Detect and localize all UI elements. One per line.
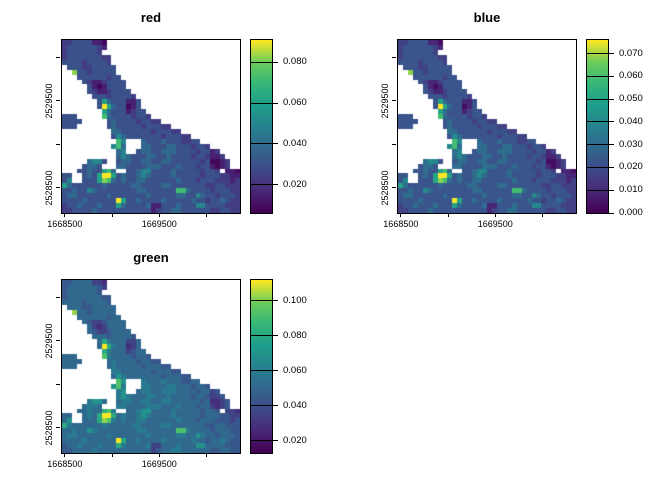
legend-tick-label: 0.060 xyxy=(283,364,307,376)
legend-gradient-blue xyxy=(587,40,608,213)
y-axis-tick-label: 2529500 xyxy=(380,83,390,119)
x-axis-tick xyxy=(447,213,449,217)
x-axis-tick-label: 1669500 xyxy=(477,219,513,229)
legend-tick-label: 0.060 xyxy=(619,70,643,82)
x-axis-tick xyxy=(205,213,207,217)
x-axis-tick-label: 1668500 xyxy=(383,219,419,229)
y-axis-tick-label: 2528500 xyxy=(380,170,390,206)
legend-tick-label: 0.030 xyxy=(619,138,643,150)
legend-tick xyxy=(587,75,614,77)
legend-tick-label: 0.040 xyxy=(283,399,307,411)
legend-tick-label: 0.020 xyxy=(619,161,643,173)
legend-tick xyxy=(251,61,278,63)
panel-red: red 1668500 1669500 2529500 2528500 0.020 0.0… xyxy=(0,0,336,240)
legend-bar-green xyxy=(250,279,273,454)
legend-tick xyxy=(251,102,278,104)
y-axis-tick xyxy=(392,187,396,189)
legend-tick xyxy=(587,144,614,146)
legend-tick-label: 0.010 xyxy=(619,184,643,196)
legend-tick-label: 0.080 xyxy=(283,56,307,68)
legend-tick xyxy=(251,370,278,372)
y-axis-tick xyxy=(56,56,60,58)
x-axis-tick xyxy=(541,213,543,217)
legend-gradient-green xyxy=(251,280,272,453)
legend-tick-label: 0.020 xyxy=(283,434,307,446)
legend-tick xyxy=(251,184,278,185)
legend-tick-label: 0.060 xyxy=(283,97,307,109)
x-axis-tick xyxy=(158,213,160,217)
chart-title-green: green xyxy=(133,250,169,265)
y-axis-tick xyxy=(56,383,60,385)
legend-tick-label: 0.020 xyxy=(283,178,307,190)
x-axis-tick-label: 1668500 xyxy=(47,219,83,229)
panel-green: green 1668500 1669500 2529500 2528500 0.020 0… xyxy=(0,240,336,480)
legend-tick xyxy=(587,189,614,191)
y-axis-tick xyxy=(56,143,60,145)
x-axis-tick xyxy=(400,213,402,217)
y-axis-tick-label: 2529500 xyxy=(44,323,54,359)
y-axis-tick xyxy=(56,340,60,342)
y-axis-tick xyxy=(56,296,60,298)
legend-tick-label: 0.040 xyxy=(619,115,643,127)
map-plotbox-green xyxy=(61,279,241,454)
chart-title-red: red xyxy=(140,10,162,25)
legend-tick xyxy=(251,300,278,302)
raster-map-red xyxy=(62,40,240,213)
x-axis-tick xyxy=(111,453,113,457)
panel-blue: blue 1668500 1669500 2529500 2528500 0.000 0.… xyxy=(336,0,672,240)
raster-map-green xyxy=(62,280,240,453)
legend-tick xyxy=(251,440,278,442)
x-axis-tick xyxy=(158,453,160,457)
x-axis-tick xyxy=(64,213,66,217)
legend-tick-label: 0.070 xyxy=(619,47,643,59)
legend-tick xyxy=(587,212,614,214)
legend-gradient-red xyxy=(251,40,272,213)
x-axis-tick xyxy=(205,453,207,457)
x-axis-tick-label: 1669500 xyxy=(141,219,177,229)
map-plotbox-blue xyxy=(397,39,577,214)
x-axis-tick xyxy=(64,453,66,457)
x-axis-tick-label: 1668500 xyxy=(47,459,83,469)
legend-tick-label: 0.100 xyxy=(283,294,307,306)
y-axis-tick-label: 2528500 xyxy=(44,170,54,206)
legend-tick-label: 0.040 xyxy=(283,137,307,149)
legend-bar-red xyxy=(250,39,273,214)
legend-tick xyxy=(251,405,278,407)
y-axis-tick xyxy=(392,143,396,145)
x-axis-tick xyxy=(494,213,496,217)
y-axis-tick xyxy=(56,187,60,189)
legend-tick xyxy=(587,53,614,55)
x-axis-tick-label: 1669500 xyxy=(141,459,177,469)
y-axis-tick xyxy=(56,100,60,102)
legend-bar-blue xyxy=(586,39,609,214)
chart-title-blue: blue xyxy=(473,10,501,25)
legend-tick xyxy=(251,143,278,145)
x-axis-tick xyxy=(111,213,113,217)
map-plotbox-red xyxy=(61,39,241,214)
legend-tick xyxy=(587,166,614,168)
y-axis-tick xyxy=(56,427,60,429)
legend-tick-label: 0.080 xyxy=(283,329,307,341)
legend-tick xyxy=(587,121,614,123)
y-axis-tick xyxy=(392,56,396,58)
legend-tick xyxy=(587,98,614,100)
legend-tick xyxy=(251,335,278,337)
y-axis-tick xyxy=(392,100,396,102)
y-axis-tick-label: 2529500 xyxy=(44,83,54,119)
raster-map-blue xyxy=(398,40,576,213)
y-axis-tick-label: 2528500 xyxy=(44,410,54,446)
legend-tick-label: 0.000 xyxy=(619,207,643,218)
legend-tick-label: 0.050 xyxy=(619,93,643,105)
